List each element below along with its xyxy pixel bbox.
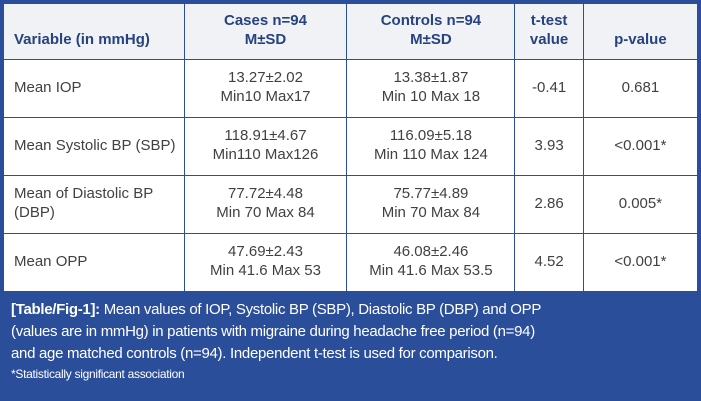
controls-range: Min 70 Max 84 xyxy=(381,204,481,221)
pvalue-cell: 0.681 xyxy=(582,58,700,118)
controls-range: Min 110 Max 124 xyxy=(373,146,488,163)
controls-cell: 75.77±4.89 Min 70 Max 84 xyxy=(346,174,516,234)
controls-msd: 46.08±2.46 xyxy=(393,243,469,261)
controls-range: Min 41.6 Max 53.5 xyxy=(369,262,493,279)
caption-line1-text: Mean values of IOP, Systolic BP (SBP), D… xyxy=(99,300,542,318)
caption-line3: and age matched controls (n=94). Indepen… xyxy=(11,344,498,362)
col-header-cases-line2: M±SD xyxy=(244,30,287,48)
pvalue-cell: 0.005* xyxy=(582,174,700,234)
cases-range: Min 41.6 Max 53 xyxy=(210,262,321,279)
variable-cell: Mean IOP xyxy=(1,58,185,118)
controls-range: Min 10 Max 18 xyxy=(381,88,481,105)
table-row: Mean Systolic BP (SBP) 118.91±4.67 Min11… xyxy=(1,116,700,176)
col-header-cases: Cases n=94 M±SD xyxy=(183,1,348,60)
caption-footnote: *Statistically significant association xyxy=(11,366,185,381)
cases-range: Min 70 Max 84 xyxy=(216,204,315,221)
cases-cell: 118.91±4.67 Min110 Max126 xyxy=(183,116,348,176)
pvalue-cell: <0.001* xyxy=(582,116,700,176)
controls-msd: 116.09±5.18 xyxy=(389,127,473,145)
controls-msd: 13.38±1.87 xyxy=(393,69,469,87)
col-header-controls: Controls n=94 M±SD xyxy=(346,1,516,60)
cases-cell: 77.72±4.48 Min 70 Max 84 xyxy=(183,174,348,234)
col-header-ttest-line2: value xyxy=(529,30,569,48)
caption-line2: (values are in mmHg) in patients with mi… xyxy=(11,322,535,340)
col-header-ttest-line1: t-test xyxy=(530,12,568,29)
results-table: Variable (in mmHg) Cases n=94 M±SD Contr… xyxy=(0,0,701,292)
ttest-cell: 2.86 xyxy=(514,174,584,234)
table-row: Mean IOP 13.27±2.02 Min10 Max17 13.38±1.… xyxy=(1,58,700,118)
caption-label: [Table/Fig-1]: xyxy=(11,300,100,318)
table-row: Mean of Diastolic BP (DBP) 77.72±4.48 Mi… xyxy=(1,174,700,234)
col-header-controls-line2: M±SD xyxy=(410,30,452,48)
controls-cell: 116.09±5.18 Min 110 Max 124 xyxy=(346,116,516,176)
controls-msd: 75.77±4.89 xyxy=(393,185,469,203)
col-header-variable: Variable (in mmHg) xyxy=(1,1,185,60)
ttest-cell: 4.52 xyxy=(514,232,584,292)
col-header-cases-line1: Cases n=94 xyxy=(224,12,307,29)
col-header-ttest: t-test value xyxy=(514,1,584,60)
cases-msd: 13.27±2.02 xyxy=(228,69,303,87)
variable-cell: Mean OPP xyxy=(1,232,185,292)
cases-msd: 47.69±2.43 xyxy=(228,243,303,261)
cases-cell: 13.27±2.02 Min10 Max17 xyxy=(183,58,348,118)
variable-cell: Mean Systolic BP (SBP) xyxy=(1,116,185,176)
table-row: Mean OPP 47.69±2.43 Min 41.6 Max 53 46.0… xyxy=(1,232,700,292)
cases-msd: 118.91±4.67 xyxy=(224,127,307,145)
table-header-row: Variable (in mmHg) Cases n=94 M±SD Contr… xyxy=(1,1,700,60)
ttest-cell: -0.41 xyxy=(514,58,584,118)
cases-cell: 47.69±2.43 Min 41.6 Max 53 xyxy=(183,232,348,292)
table-caption: [Table/Fig-1]: Mean values of IOP, Systo… xyxy=(0,291,701,401)
cases-range: Min110 Max126 xyxy=(212,146,319,163)
cases-range: Min10 Max17 xyxy=(220,88,311,105)
caption-line1: [Table/Fig-1]: Mean values of IOP, Systo… xyxy=(11,299,690,321)
col-header-controls-line1: Controls n=94 xyxy=(380,12,482,29)
col-header-pvalue: p-value xyxy=(582,1,700,60)
pvalue-cell: <0.001* xyxy=(582,232,700,292)
cases-msd: 77.72±4.48 xyxy=(228,185,303,203)
controls-cell: 13.38±1.87 Min 10 Max 18 xyxy=(346,58,516,118)
controls-cell: 46.08±2.46 Min 41.6 Max 53.5 xyxy=(346,232,516,292)
variable-cell: Mean of Diastolic BP (DBP) xyxy=(1,174,185,234)
ttest-cell: 3.93 xyxy=(514,116,584,176)
